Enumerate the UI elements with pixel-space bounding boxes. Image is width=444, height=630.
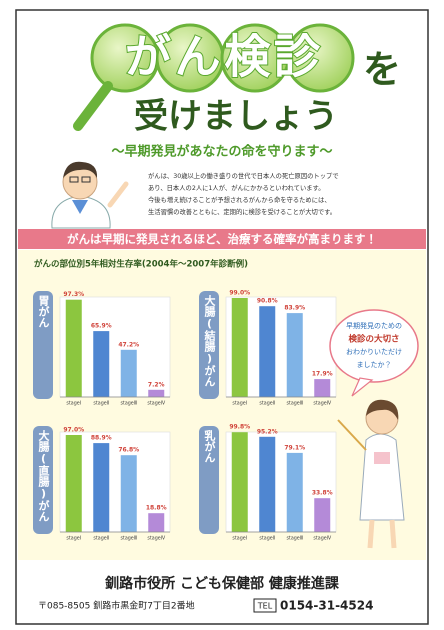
value-label: 97.3% (63, 291, 84, 298)
bar (93, 443, 109, 532)
stage-label: stageⅡ (93, 536, 109, 542)
bar (287, 453, 303, 532)
value-label: 65.9% (91, 323, 112, 330)
bar (314, 498, 330, 532)
stage-label: stageⅢ (120, 401, 137, 407)
value-label: 83.9% (284, 305, 305, 312)
bubble-line: 検診の大切さ (348, 334, 399, 345)
value-label: 17.9% (312, 371, 333, 378)
value-label: 97.0% (63, 427, 84, 434)
poster: がん検診 を 受けましょう ～早期発見があなたの命を守ります～ がんは、30歳以… (0, 0, 444, 630)
bubble-line: 早期発見のための (346, 321, 402, 330)
bar (148, 390, 164, 397)
bar (314, 379, 330, 397)
footer-address: 〒085-8505 釧路市黒金町7丁目2番地 (38, 600, 195, 612)
title-particle: を (363, 48, 401, 92)
title-sub: 受けましょう (134, 97, 338, 137)
value-label: 88.9% (91, 435, 112, 442)
footer-tel: 0154-31-4524 (280, 599, 373, 613)
stage-label: stageⅡ (259, 536, 275, 542)
bar (259, 306, 275, 397)
intro-line: がんは、30歳以上の働き盛りの世代で日本人の死亡原因のトップで (148, 171, 339, 180)
stage-label: stageⅣ (313, 536, 331, 542)
value-label: 76.8% (118, 447, 139, 454)
bar (121, 350, 137, 397)
value-label: 99.8% (229, 424, 250, 431)
value-label: 7.2% (148, 381, 165, 388)
bar (121, 455, 137, 532)
stage-label: stageⅢ (286, 401, 303, 407)
stage-label: stageⅠ (66, 536, 81, 542)
bar (232, 298, 248, 397)
stage-label: stageⅢ (120, 536, 137, 542)
value-label: 95.2% (257, 428, 278, 435)
bar (66, 435, 82, 532)
bubble-line: おわかりいただけ (346, 348, 402, 356)
value-label: 47.2% (118, 341, 139, 348)
stage-label: stageⅠ (66, 401, 81, 407)
bar (148, 513, 164, 532)
value-label: 90.8% (257, 298, 278, 305)
intro-line: あり、日本人の2人に1人が、がんにかかるといわれています。 (148, 183, 325, 192)
stage-label: stageⅡ (93, 401, 109, 407)
cancer-label: 大腸(結腸)がん (203, 294, 217, 387)
bar (93, 331, 109, 397)
tagline: ～早期発見があなたの命を守ります～ (111, 144, 332, 160)
stage-label: stageⅣ (313, 401, 331, 407)
cancer-label: 乳がん (203, 429, 216, 463)
banner: がんは早期に発見されるほど、治療する確率が高まります！ (67, 232, 377, 246)
cancer-label: 胃がん (37, 295, 50, 328)
value-label: 99.0% (229, 290, 250, 297)
footer-office: 釧路市役所 こども保健部 健康推進課 (104, 575, 340, 592)
bar (66, 300, 82, 397)
stage-label: stageⅣ (147, 401, 165, 407)
intro-line: 生活習慣の改善とともに、定期的に検診を受けることが大切です。 (148, 207, 336, 216)
value-label: 79.1% (284, 444, 305, 451)
chart-section-title: がんの部位別5年相対生存率(2004年～2007年診断例) (34, 259, 248, 270)
bar (287, 313, 303, 397)
bubble-line: ましたか？ (357, 361, 392, 369)
bar (259, 437, 275, 532)
stage-label: stageⅠ (232, 536, 247, 542)
stage-label: stageⅣ (147, 536, 165, 542)
stage-label: stageⅢ (286, 536, 303, 542)
value-label: 18.8% (146, 505, 167, 512)
footer-tel-label: TEL (257, 602, 273, 611)
page: { "header": { "title_main": "がん検診", "tit… (0, 0, 444, 630)
cancer-label: 大腸(直腸)がん (37, 429, 50, 522)
stage-label: stageⅠ (232, 401, 247, 407)
stage-label: stageⅡ (259, 401, 275, 407)
value-label: 33.8% (312, 490, 333, 497)
intro-line: 今後も増え続けることが予想されるがんから命を守るためには、 (148, 195, 331, 204)
bar (232, 432, 248, 532)
